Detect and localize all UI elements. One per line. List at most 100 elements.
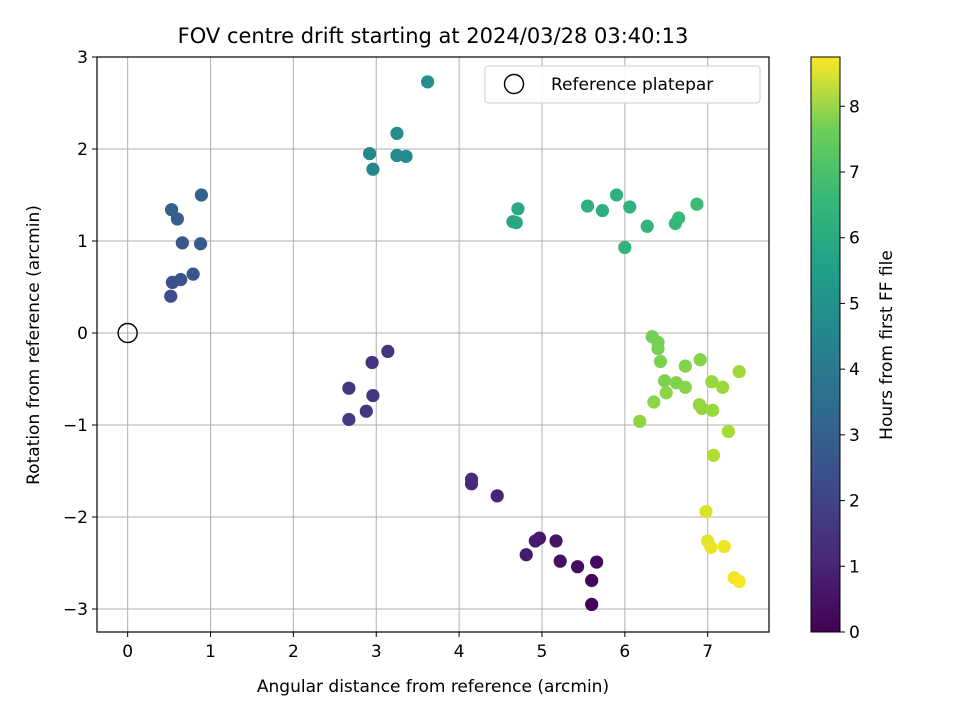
x-tick-label: 2: [288, 642, 299, 662]
grid-lines: [97, 56, 769, 632]
data-point: [659, 386, 673, 400]
data-point: [359, 404, 373, 418]
data-point: [580, 199, 595, 213]
colorbar-tick-label: 0: [849, 623, 860, 643]
data-point: [509, 216, 523, 230]
data-point: [609, 188, 624, 202]
data-point: [164, 289, 178, 303]
data-point: [365, 355, 379, 370]
data-points: [117, 75, 746, 612]
legend-reference-label: Reference platepar: [551, 75, 713, 95]
data-point: [174, 273, 188, 287]
data-point: [693, 353, 707, 367]
data-point: [193, 237, 208, 251]
colorbar-tick-label: 2: [849, 492, 860, 512]
x-axis-ticks: 0 1 2 3 4 5 6 7: [122, 632, 713, 662]
y-tick-label: −2: [63, 508, 88, 528]
data-point: [657, 374, 672, 388]
data-point: [175, 236, 189, 250]
colorbar-tick-label: 6: [849, 229, 860, 249]
data-point: [590, 555, 604, 569]
data-point: [528, 534, 542, 548]
data-point: [633, 414, 647, 428]
data-point: [732, 365, 746, 379]
data-point: [363, 147, 377, 161]
y-axis-label: Rotation from reference (arcmin): [24, 205, 44, 485]
data-point: [390, 126, 404, 140]
data-point: [732, 574, 746, 589]
reference-marker: [117, 322, 138, 344]
colorbar-bar: [810, 56, 841, 633]
plot-frame: [96, 56, 770, 633]
data-point: [381, 344, 395, 358]
data-point: [678, 359, 692, 373]
data-point: [585, 597, 599, 612]
x-tick-label: 5: [537, 642, 548, 662]
data-point: [653, 354, 668, 369]
data-point: [715, 380, 730, 394]
y-tick-label: −3: [63, 600, 88, 620]
data-point: [706, 448, 721, 462]
y-tick-label: 1: [77, 232, 88, 252]
data-point: [647, 395, 661, 409]
data-point: [421, 75, 435, 89]
colorbar-tick-label: 3: [849, 426, 860, 446]
legend-reference-marker: [503, 73, 525, 95]
y-axis-ticks: −3 −2 −1 0 1 2 3: [63, 48, 97, 620]
x-axis-label: Angular distance from reference (arcmin): [257, 677, 609, 697]
data-point: [194, 188, 209, 202]
chart-title: FOV centre drift starting at 2024/03/28 …: [178, 24, 689, 48]
data-point: [342, 412, 356, 427]
data-point: [706, 403, 720, 417]
data-point: [519, 548, 533, 562]
data-point: [695, 401, 709, 416]
colorbar-ticks: 0 1 2 3 4 5 6 7 8: [840, 97, 860, 643]
data-point: [721, 424, 735, 439]
data-point: [549, 534, 563, 548]
y-tick-label: 3: [77, 48, 88, 68]
data-point: [342, 381, 356, 395]
legend-box: [484, 65, 761, 104]
data-point: [678, 380, 692, 394]
colorbar-tick-label: 8: [849, 97, 860, 117]
data-point: [690, 197, 704, 211]
colorbar-tick-label: 4: [849, 360, 860, 380]
data-point: [672, 211, 686, 225]
y-tick-label: 2: [77, 140, 88, 160]
data-point: [585, 573, 599, 588]
data-point: [186, 267, 200, 281]
colorbar-label: Hours from first FF file: [877, 250, 897, 440]
data-point: [399, 149, 413, 163]
data-point: [595, 204, 610, 218]
data-point: [705, 375, 719, 389]
data-point: [640, 219, 654, 233]
data-point: [511, 202, 525, 216]
colorbar: 0 1 2 3 4 5 6 7 8 Hours from first FF file: [810, 56, 897, 643]
y-tick-label: 0: [77, 324, 88, 344]
colorbar-tick-label: 7: [849, 163, 860, 183]
data-point: [366, 162, 380, 176]
data-point: [717, 539, 731, 554]
y-tick-label: −1: [63, 416, 88, 436]
data-point: [699, 504, 713, 519]
data-point: [490, 489, 504, 503]
x-tick-label: 3: [371, 642, 382, 662]
x-tick-label: 6: [619, 642, 630, 662]
x-tick-label: 0: [122, 642, 133, 662]
data-point: [704, 540, 718, 554]
data-point: [553, 554, 567, 568]
data-point: [366, 388, 380, 403]
data-point: [651, 342, 665, 356]
colorbar-tick-label: 5: [849, 294, 860, 314]
data-point: [618, 240, 632, 255]
legend: Reference platepar: [484, 65, 761, 104]
data-point: [464, 477, 479, 491]
x-tick-label: 7: [702, 642, 713, 662]
data-point: [623, 200, 637, 214]
x-tick-label: 1: [205, 642, 216, 662]
colorbar-tick-label: 1: [849, 557, 860, 577]
x-tick-label: 4: [454, 642, 465, 662]
data-point: [570, 560, 585, 574]
data-point: [164, 203, 179, 217]
